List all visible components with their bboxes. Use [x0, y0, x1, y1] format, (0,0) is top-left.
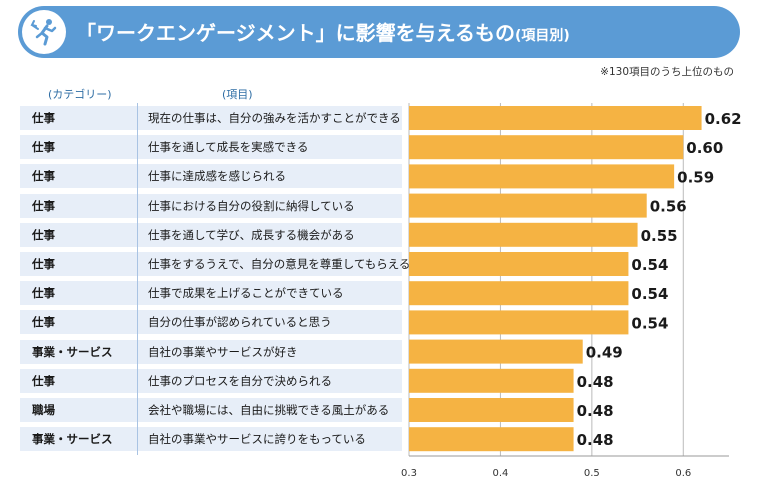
bar-value-label: 0.54	[631, 256, 668, 274]
x-tick-label: 0.6	[675, 468, 691, 479]
chart-title: 「ワークエンゲージメント」に影響を与えるもの(項目別)	[76, 17, 570, 46]
bar	[409, 427, 574, 452]
item-cell: 仕事を通して学び、成長する機会がある	[148, 227, 355, 242]
table-row	[20, 222, 402, 247]
item-cell: 仕事に達成感を感じられる	[148, 169, 286, 184]
bar	[409, 368, 574, 393]
bar	[409, 222, 638, 247]
column-header-item: (項目)	[222, 88, 253, 101]
item-cell: 自分の仕事が認められていると思う	[148, 315, 332, 330]
table-row	[20, 339, 402, 364]
bar	[409, 193, 647, 218]
bar	[409, 164, 675, 189]
category-cell: 仕事	[32, 286, 55, 301]
bar	[409, 339, 583, 364]
bar	[409, 398, 574, 422]
bar	[409, 135, 684, 160]
running-person-icon	[22, 10, 66, 54]
table-row	[20, 193, 402, 218]
bar	[409, 106, 702, 130]
x-tick-label: 0.4	[492, 468, 508, 479]
table-row	[20, 164, 402, 189]
x-tick-label: 0.3	[401, 468, 417, 479]
table-row	[20, 135, 402, 160]
table-row	[20, 310, 402, 335]
category-cell: 仕事	[32, 111, 55, 125]
item-cell: 自社の事業やサービスに誇りをもっている	[148, 432, 366, 447]
table-row	[20, 252, 402, 276]
bar	[409, 281, 629, 306]
item-cell: 仕事をするうえで、自分の意見を尊重してもらえる	[148, 257, 411, 271]
bar-value-label: 0.49	[586, 344, 623, 362]
item-cell: 現在の仕事は、自分の強みを活かすことができる	[148, 111, 401, 125]
table-row	[20, 398, 402, 422]
bar	[409, 310, 629, 335]
table-row	[20, 368, 402, 393]
bar-value-label: 0.54	[631, 285, 668, 303]
category-cell: 仕事	[32, 198, 55, 213]
x-tick-label: 0.5	[584, 468, 600, 479]
table-row	[20, 106, 402, 130]
bar-value-label: 0.59	[677, 168, 714, 186]
bar	[409, 252, 629, 276]
table-row	[20, 427, 402, 452]
bar-value-label: 0.60	[686, 139, 723, 157]
category-cell: 事業・サービス	[32, 432, 113, 447]
bar-value-label: 0.54	[631, 314, 668, 332]
category-cell: 仕事	[32, 140, 55, 155]
bar-value-label: 0.48	[577, 431, 614, 449]
title-banner: 「ワークエンゲージメント」に影響を与えるもの(項目別)	[18, 6, 740, 58]
note-text: ※130項目のうち上位のもの	[600, 66, 734, 78]
item-cell: 仕事で成果を上げることができている	[148, 286, 344, 301]
bar-value-label: 0.55	[641, 227, 678, 245]
table-row	[20, 281, 402, 306]
bar-value-label: 0.48	[577, 373, 614, 391]
item-cell: 会社や職場には、自由に挑戦できる風土がある	[148, 403, 390, 417]
bar-value-label: 0.48	[577, 402, 614, 420]
category-cell: 仕事	[32, 373, 55, 388]
chart-title-sub: (項目別)	[515, 28, 570, 44]
chart-title-main: 「ワークエンゲージメント」に影響を与えるもの	[76, 21, 515, 45]
category-cell: 仕事	[32, 315, 55, 330]
category-cell: 職場	[32, 403, 55, 417]
column-divider	[137, 103, 138, 455]
bar-value-label: 0.56	[650, 198, 687, 216]
item-cell: 仕事のプロセスを自分で決められる	[148, 373, 332, 388]
category-cell: 仕事	[32, 227, 55, 242]
column-header-category: (カテゴリー)	[48, 88, 112, 101]
category-cell: 仕事	[32, 169, 55, 184]
bar-value-label: 0.62	[705, 110, 742, 128]
item-cell: 自社の事業やサービスが好き	[148, 344, 298, 359]
category-cell: 仕事	[32, 257, 55, 271]
category-cell: 事業・サービス	[32, 344, 113, 359]
item-cell: 仕事における自分の役割に納得している	[148, 198, 355, 213]
item-cell: 仕事を通して成長を実感できる	[148, 140, 309, 155]
